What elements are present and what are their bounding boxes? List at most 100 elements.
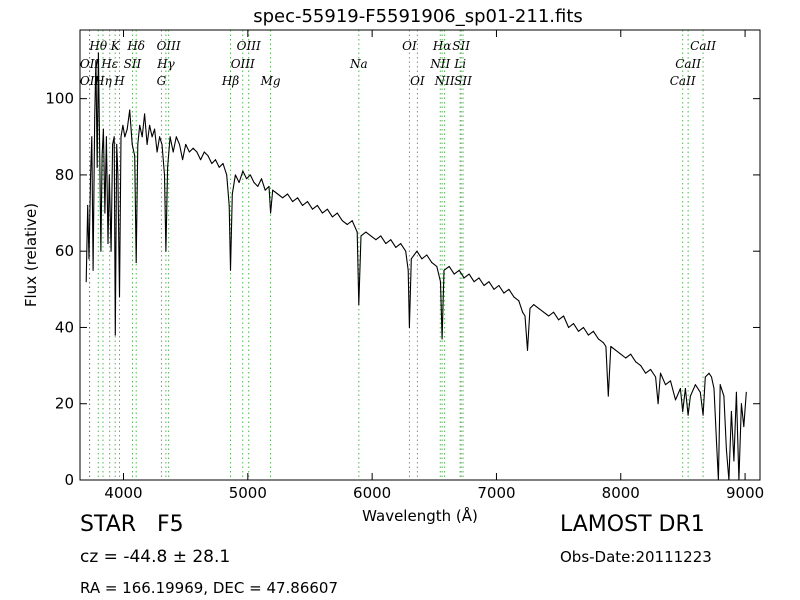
spectrum-data-point	[684, 387, 686, 389]
spectrum-data-point	[341, 220, 343, 222]
spectrum-data-point	[270, 212, 272, 214]
spectrum-data-point	[139, 124, 141, 126]
spectrum-data-point	[498, 285, 500, 287]
spectrum-data-point	[165, 250, 167, 252]
x-tick-label: 9000	[726, 484, 764, 502]
spectral-line-label: Hθ	[88, 39, 107, 53]
spectrum-data-point	[533, 304, 535, 306]
spectrum-data-point	[592, 330, 594, 332]
spectrum-data-point	[122, 124, 124, 126]
spectrum-series-line	[85, 52, 747, 481]
spectrum-data-point	[630, 353, 632, 355]
spectrum-data-point	[524, 315, 526, 317]
spectrum-data-point	[110, 250, 112, 252]
spectrum-data-point	[657, 403, 659, 405]
spectrum-data-point	[380, 235, 382, 237]
spectrum-data-point	[360, 235, 362, 237]
spectrum-data-point	[242, 170, 244, 172]
spectrum-data-point	[91, 136, 93, 138]
spectral-line-label: OIII	[237, 39, 261, 53]
spectrum-data-point	[264, 189, 266, 191]
spectrum-data-point	[421, 258, 423, 260]
spectrum-data-point	[463, 277, 465, 279]
spectral-line-label: OII	[80, 57, 100, 71]
spectrum-data-point	[95, 60, 97, 62]
spectrum-data-point	[203, 151, 205, 153]
spectrum-data-point	[92, 269, 94, 271]
spectrum-data-point	[553, 311, 555, 313]
spectrum-data-point	[238, 182, 240, 184]
spectrum-data-point	[426, 254, 428, 256]
spectrum-data-point	[370, 235, 372, 237]
spectrum-data-point	[711, 376, 713, 378]
spectrum-data-point	[151, 136, 153, 138]
spectral-line-label: Hβ	[221, 74, 239, 88]
spectrum-data-point	[390, 239, 392, 241]
spectrum-data-point	[441, 338, 443, 340]
spectrum-data-point	[108, 174, 110, 176]
x-tick-label: 6000	[353, 484, 391, 502]
spectrum-data-point	[610, 346, 612, 348]
spectrum-data-point	[154, 128, 156, 130]
spectrum-data-point	[607, 395, 609, 397]
spectral-line-label: Na	[349, 57, 368, 71]
spectrum-data-point	[268, 185, 270, 187]
spectrum-data-point	[102, 128, 104, 130]
spectrum-data-point	[302, 204, 304, 206]
spectrum-data-point	[543, 311, 545, 313]
spectrum-data-point	[222, 162, 224, 164]
spectral-line-label: CaII	[690, 39, 716, 53]
x-axis-label: Wavelength (Å)	[362, 506, 478, 525]
spectrum-data-point	[120, 136, 122, 138]
spectral-line-label: Hε	[100, 57, 118, 71]
spectrum-data-point	[161, 143, 163, 145]
spectrum-data-point	[137, 143, 139, 145]
spectrum-data-point	[587, 334, 589, 336]
spectrum-data-point	[400, 243, 402, 245]
spectrum-data-point	[156, 151, 158, 153]
spectrum-data-point	[226, 174, 228, 176]
spectrum-data-point	[582, 326, 584, 328]
object-type: STAR	[80, 512, 137, 537]
spectrum-data-point	[538, 307, 540, 309]
spectrum-data-point	[164, 174, 166, 176]
spectrum-data-point	[96, 166, 98, 168]
spectrum-data-point	[522, 311, 524, 313]
spectrum-data-point	[119, 296, 121, 298]
spectrum-data-point	[200, 159, 202, 161]
spectrum-data-point	[640, 365, 642, 367]
spectral-line-label: NII	[429, 57, 450, 71]
spectrum-data-point	[113, 136, 115, 138]
spectrum-data-point	[196, 151, 198, 153]
spectrum-data-point	[282, 197, 284, 199]
spectrum-data-point	[215, 159, 217, 161]
spectrum-data-point	[620, 353, 622, 355]
spectrum-data-point	[694, 384, 696, 386]
spectrum-data-point	[527, 349, 529, 351]
spectrum-data-point	[112, 143, 114, 145]
spectrum-data-point	[192, 147, 194, 149]
spectrum-data-point	[358, 304, 360, 306]
spectrum-data-point	[410, 258, 412, 260]
spectrum-data-point	[306, 201, 308, 203]
spectrum-data-point	[431, 262, 433, 264]
spectrum-data-point	[660, 372, 662, 374]
spectrum-data-point	[416, 250, 418, 252]
spectral-line-label: OIII	[231, 57, 255, 71]
y-tick-label: 0	[64, 471, 74, 489]
axis-ticks: 4000 5000 6000 7000 8000 9000 0 20 40 60 80 100	[45, 30, 764, 502]
spectral-line-label: G	[157, 74, 167, 88]
spectrum-data-point	[316, 204, 318, 206]
spectrum-data-point	[94, 117, 96, 119]
spectral-line-label: CaII	[670, 74, 696, 88]
spectrum-data-point	[702, 414, 704, 416]
spectrum-data-point	[468, 273, 470, 275]
spectrum-data-point	[88, 258, 90, 260]
spectrum-data-point	[346, 223, 348, 225]
spectrum-data-point	[116, 143, 118, 145]
plot-frame	[79, 29, 761, 481]
spectrum-data-point	[605, 346, 607, 348]
spectrum-data-point	[297, 197, 299, 199]
spectrum-data-point	[735, 391, 737, 393]
spectrum-data-point	[260, 178, 262, 180]
